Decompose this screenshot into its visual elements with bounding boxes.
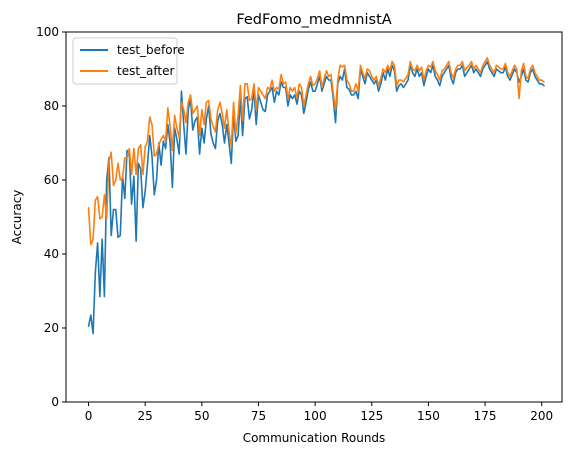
x-tick-label: 175 (474, 409, 497, 423)
y-tick-label: 0 (51, 395, 59, 409)
y-tick-label: 20 (44, 321, 59, 335)
series-layer (87, 57, 545, 335)
legend: test_before test_after (72, 37, 185, 85)
x-tick-label: 150 (417, 409, 440, 423)
series-line-test-after (87, 57, 545, 246)
x-tick-label: 125 (360, 409, 383, 423)
x-tick-label: 0 (85, 409, 93, 423)
x-tick-label: 25 (138, 409, 153, 423)
plot-area (66, 32, 562, 402)
plot-frame (65, 31, 563, 403)
y-tick-label: 40 (44, 247, 59, 261)
x-tick-label: 200 (530, 409, 553, 423)
x-tick-label: 100 (304, 409, 327, 423)
y-axis-label: Accuracy (10, 190, 24, 245)
x-tick-label: 75 (251, 409, 266, 423)
chart-title: FedFomo_medmnistA (236, 12, 391, 28)
x-tick-label: 50 (194, 409, 209, 423)
y-tick-label: 60 (44, 173, 59, 187)
x-axis-ticks: 0 25 50 75 100 125 150 175 200 (85, 402, 553, 423)
x-axis-label: Communication Rounds (243, 431, 386, 445)
y-tick-label: 100 (36, 25, 59, 39)
y-axis-ticks: 0 20 40 60 80 100 (36, 25, 66, 409)
y-tick-label: 80 (44, 99, 59, 113)
series-line-test-before (87, 60, 545, 335)
legend-label-test-before: test_before (117, 43, 185, 57)
legend-label-test-after: test_after (117, 64, 175, 78)
